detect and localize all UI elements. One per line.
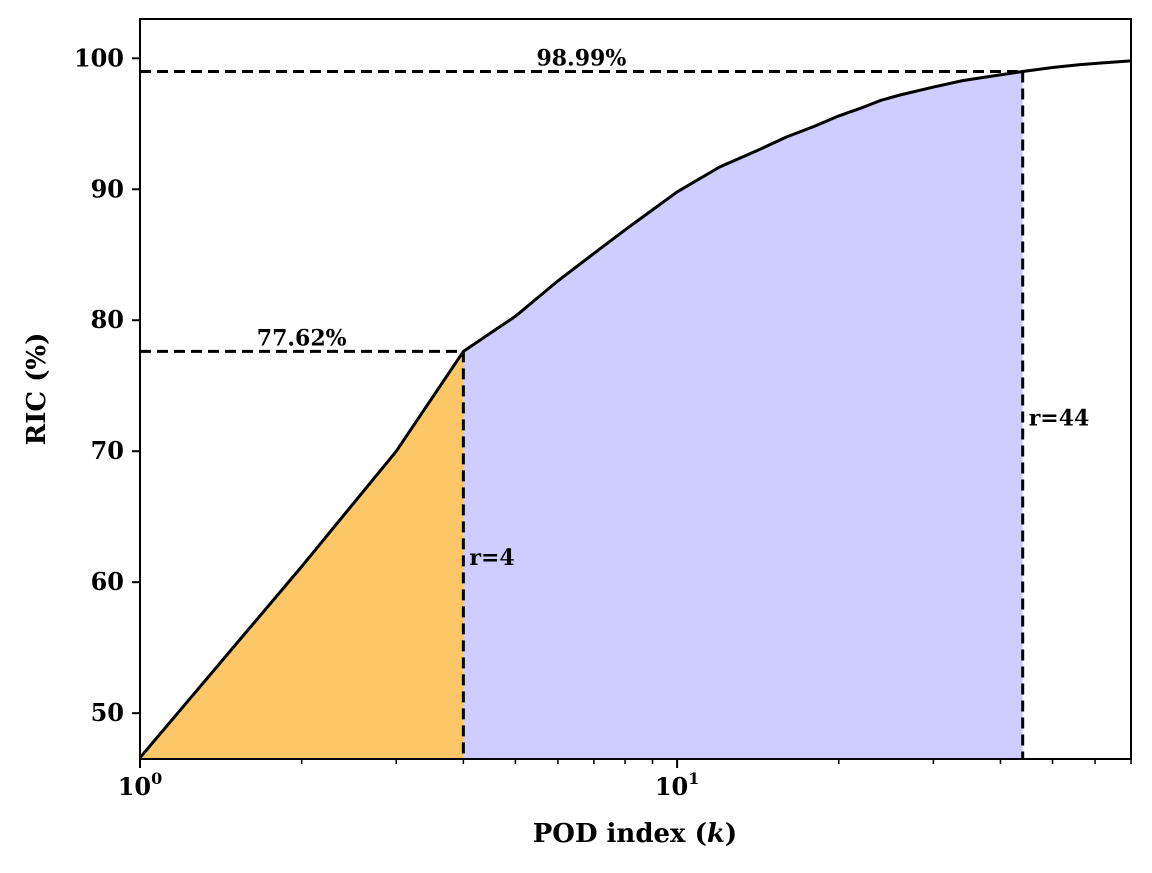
x-axis-label: POD index (k) xyxy=(533,819,737,849)
ric-curve xyxy=(138,59,1132,759)
x-tick-label: 101 xyxy=(655,769,700,801)
fill-region-2 xyxy=(463,71,1023,759)
r-label-r44: r=44 xyxy=(1029,405,1090,431)
y-tick-label: 50 xyxy=(91,698,124,727)
y-tick-label: 60 xyxy=(91,567,124,596)
y-tick-label: 70 xyxy=(91,436,124,465)
y-tick-label: 80 xyxy=(91,305,124,334)
ric-value-label-r44: 98.99% xyxy=(536,46,626,72)
r-label-r4: r=4 xyxy=(469,545,514,571)
y-tick-label: 90 xyxy=(91,174,124,203)
fill-region-1 xyxy=(140,351,464,759)
ric-value-label-r4: 77.62% xyxy=(257,325,347,351)
y-tick-label: 100 xyxy=(74,43,124,72)
x-ticks: 100 101 xyxy=(118,759,1132,801)
y-ticks: 50 60 70 80 90 100 xyxy=(74,43,140,727)
reference-lines xyxy=(140,70,1025,759)
fills-layer xyxy=(140,71,1023,759)
plot-frame xyxy=(139,18,1132,760)
annotations: 77.62% r=4 98.99% r=44 xyxy=(257,46,1090,572)
y-axis-label: RIC (%) xyxy=(22,333,52,446)
x-tick-label: 100 xyxy=(118,769,163,801)
